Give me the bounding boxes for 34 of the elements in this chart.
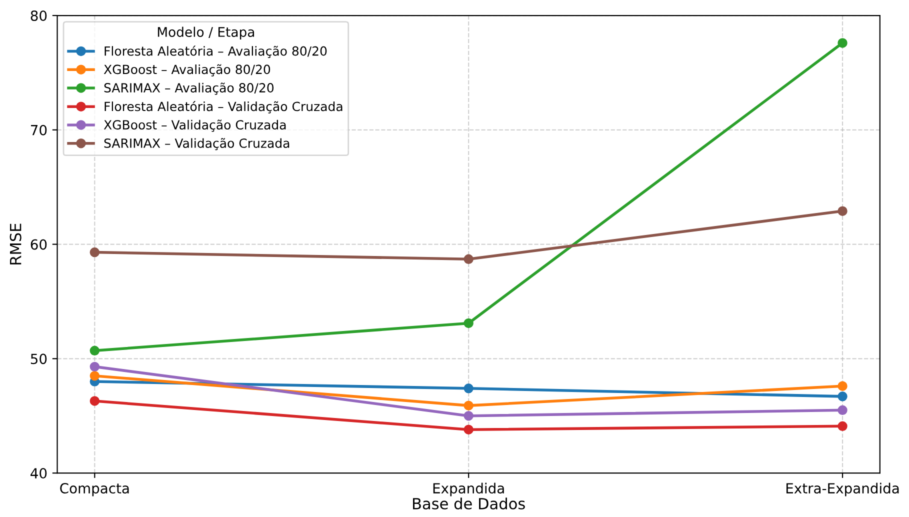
x-tick-label: Compacta <box>60 483 129 496</box>
legend-label: Floresta Aleatória – Avaliação 80/20 <box>104 46 327 58</box>
x-axis-title: Base de Dados <box>413 498 525 510</box>
legend-label: XGBoost – Validação Cruzada <box>104 120 286 132</box>
point <box>464 254 474 264</box>
point <box>838 381 848 391</box>
y-tick-label: 80 <box>30 10 47 21</box>
point <box>464 384 474 394</box>
y-axis-title: RMSE <box>10 224 22 264</box>
legend-label: Floresta Aleatória – Validação Cruzada <box>104 100 342 114</box>
point <box>90 346 100 356</box>
y-tick-label: 70 <box>31 124 47 136</box>
point <box>464 424 474 434</box>
point <box>90 370 100 381</box>
point <box>838 38 848 48</box>
point <box>464 411 474 421</box>
point <box>90 396 100 406</box>
point <box>90 362 100 372</box>
x-tick-label: Extra-Expandida <box>786 482 899 496</box>
legend-title: Modelo / Etapa <box>158 26 254 40</box>
legend-label: SARIMAX – Validação Cruzada <box>104 138 290 150</box>
point <box>838 421 848 432</box>
point <box>90 247 100 258</box>
y-tick-label: 40 <box>30 468 47 479</box>
point <box>464 400 474 410</box>
point <box>838 405 848 416</box>
point <box>464 318 474 328</box>
point <box>838 206 848 216</box>
legend-label: SARIMAX – Avaliação 80/20 <box>104 82 274 95</box>
legend-label: XGBoost – Avaliação 80/20 <box>104 64 270 76</box>
point <box>838 392 848 402</box>
x-tick-label: Expandida <box>433 482 504 496</box>
y-tick-label: 60 <box>30 239 47 250</box>
y-tick-label: 50 <box>30 354 47 364</box>
